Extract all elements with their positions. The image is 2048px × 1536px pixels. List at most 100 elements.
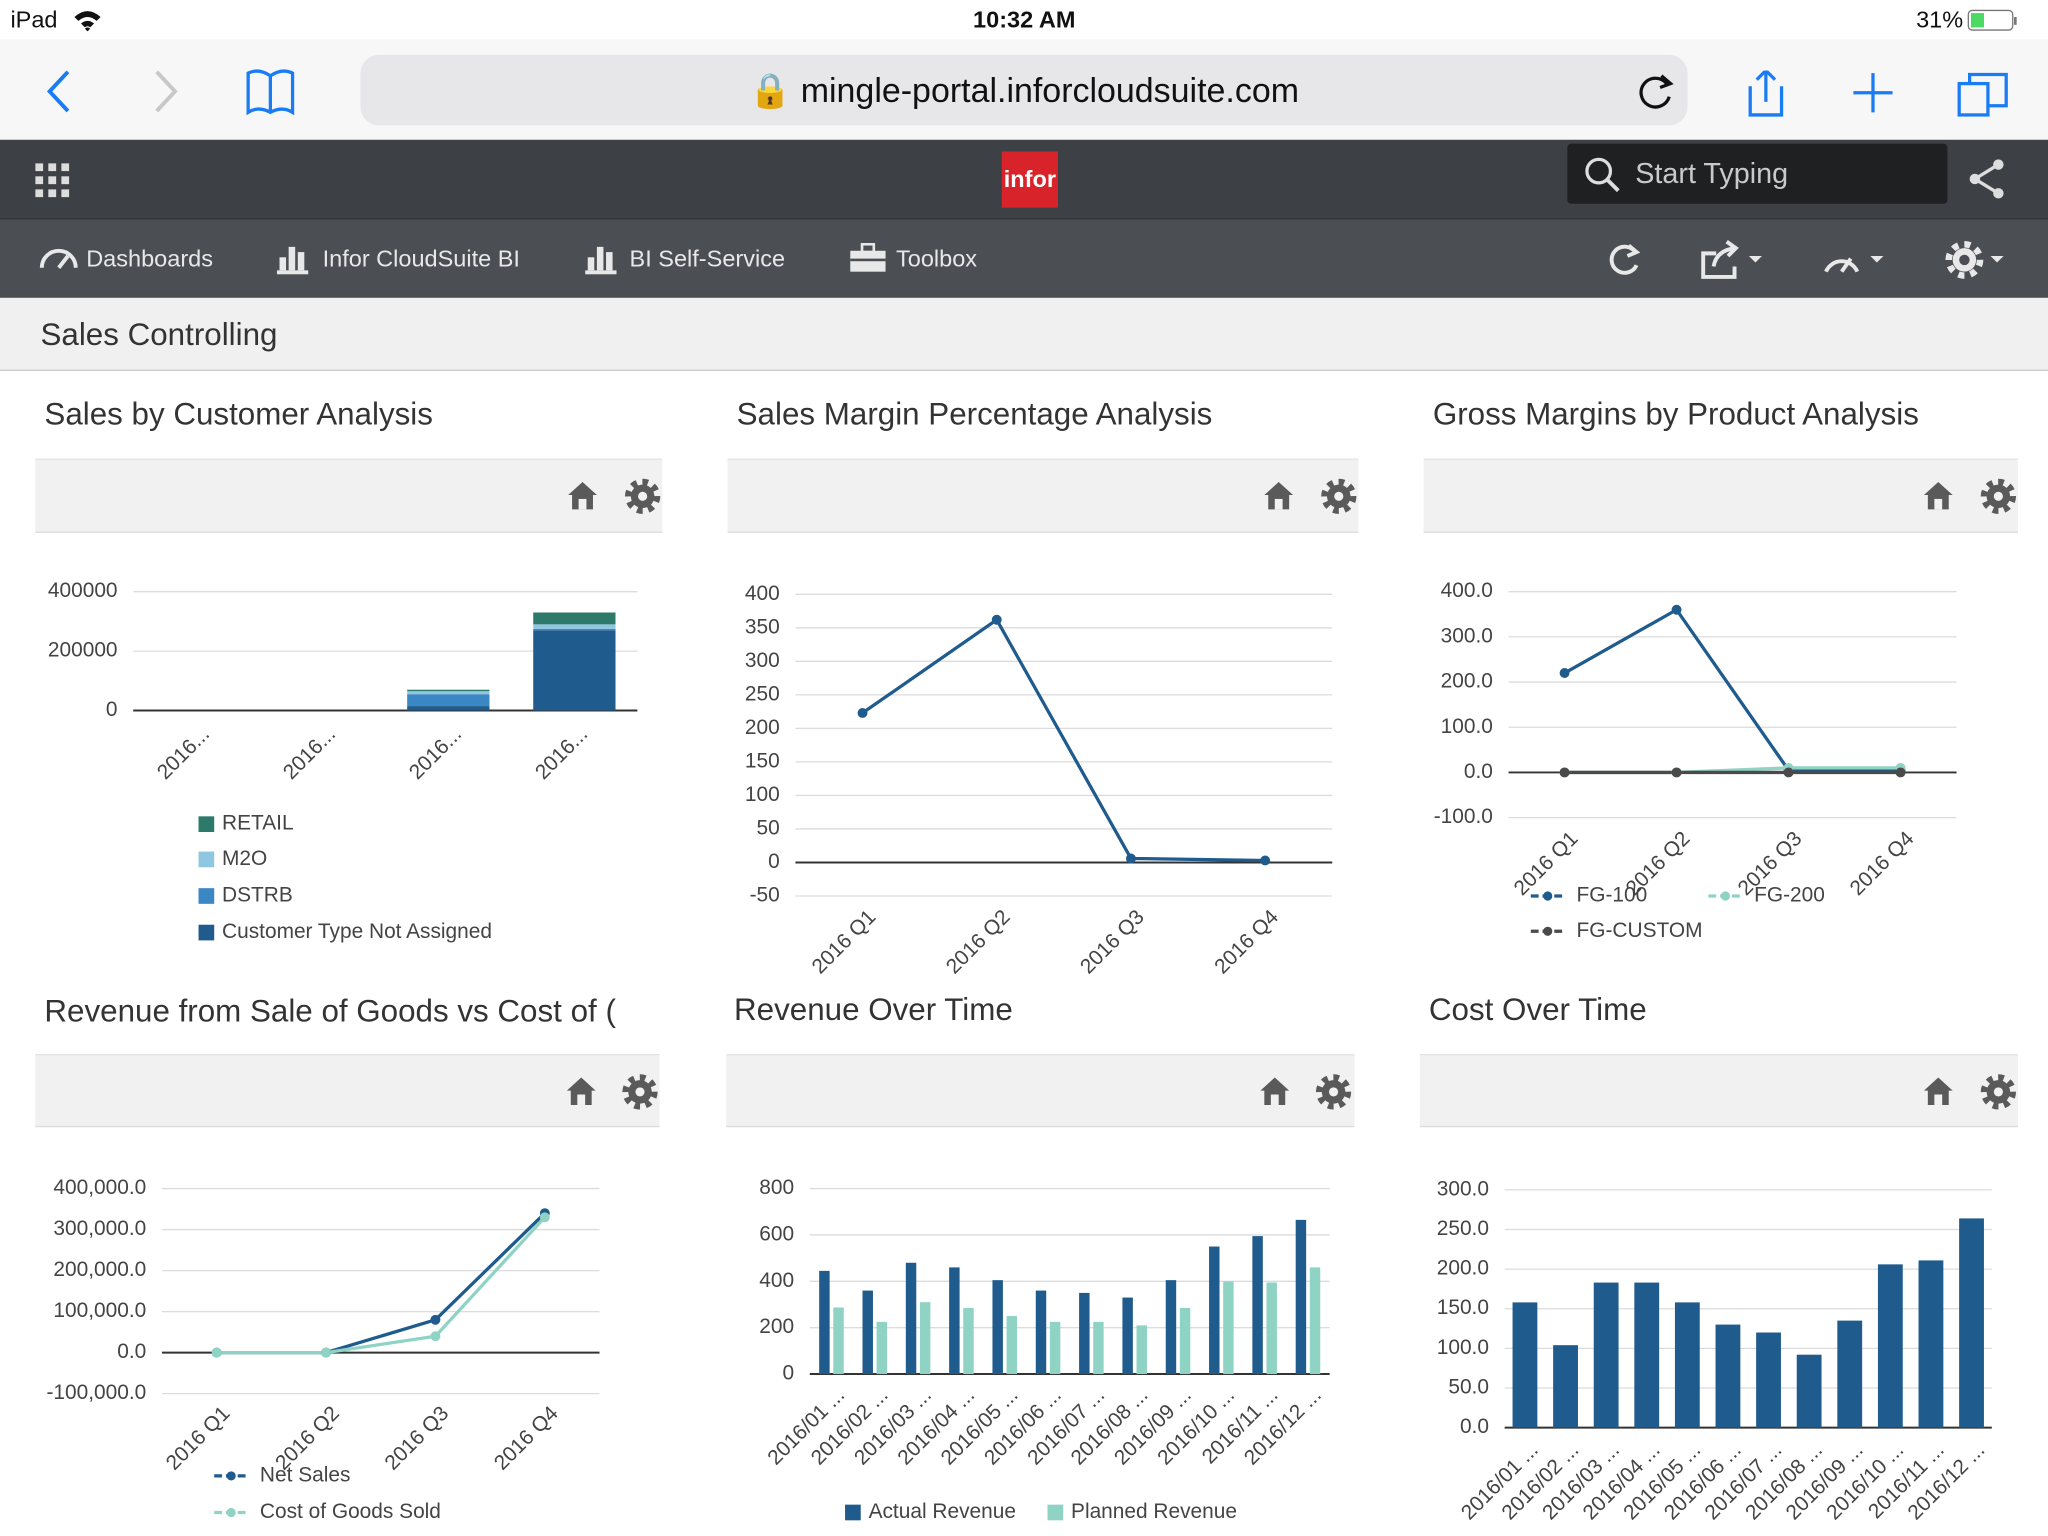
widget-toolbar	[726, 1054, 1355, 1128]
nav-item[interactable]: Toolbox	[895, 245, 978, 272]
nav-item[interactable]: Dashboards	[86, 245, 213, 272]
x-tick-label: 2016 Q3	[380, 1402, 453, 1475]
y-tick-label: 200	[759, 1315, 794, 1338]
legend-swatch	[226, 1471, 236, 1481]
series-line	[861, 617, 1266, 863]
y-tick-label: -100,000.0	[46, 1381, 146, 1404]
bar	[1512, 1302, 1538, 1428]
series-line	[216, 1212, 546, 1355]
search-placeholder: Start Typing	[1635, 156, 1789, 190]
bar	[1223, 1281, 1234, 1375]
legend-swatch	[198, 851, 215, 868]
y-tick-label: 0	[782, 1362, 794, 1385]
bar	[1877, 1264, 1903, 1428]
y-tick-label: 800	[759, 1176, 794, 1199]
y-tick-label: 200.0	[1441, 670, 1493, 693]
y-tick-label: 250	[745, 682, 780, 705]
widget-toolbar	[1423, 458, 2018, 533]
bar	[1079, 1292, 1090, 1375]
search-box[interactable]: Start Typing	[1567, 143, 1948, 204]
y-tick-label: 0.0	[1460, 1415, 1489, 1438]
y-tick-label: 250.0	[1437, 1217, 1489, 1240]
bar	[876, 1321, 888, 1375]
bar	[1715, 1324, 1741, 1428]
legend-swatch	[1720, 891, 1730, 901]
data-point	[991, 614, 1002, 625]
data-point	[539, 1212, 550, 1223]
share-icon[interactable]	[1967, 158, 2009, 200]
legend-swatch	[1047, 1504, 1064, 1521]
legend-label: Actual Revenue	[869, 1500, 1016, 1523]
legend-swatch	[198, 816, 215, 832]
widget-title: Gross Margins by Product Analysis	[1432, 397, 1919, 433]
data-point	[1125, 853, 1136, 864]
x-tick-label: 2016 Q2	[942, 905, 1015, 978]
bar	[1309, 1267, 1321, 1375]
status-bar: iPad 10:32 AM 31%	[0, 0, 2048, 39]
logo[interactable]: infor	[1001, 151, 1058, 208]
bar-segment	[407, 691, 490, 695]
nav-bar: Dashboards Infor CloudSuite BI BI Self-S…	[0, 218, 2048, 300]
bar	[1837, 1320, 1863, 1428]
browser-nav-buttons[interactable]	[39, 65, 326, 117]
widget-title: Revenue Over Time	[734, 992, 1013, 1028]
x-tick-label: 2016...	[405, 723, 466, 784]
y-tick-label: 100	[745, 783, 780, 806]
y-tick-label: 200000	[48, 639, 118, 662]
bar	[1136, 1325, 1147, 1375]
bar	[905, 1262, 917, 1375]
data-point	[1559, 668, 1570, 678]
legend-label: Cost of Goods Sold	[260, 1500, 441, 1523]
data-point	[1671, 604, 1682, 615]
legend-label: M2O	[222, 847, 267, 870]
legend-swatch	[198, 888, 215, 904]
page-header: Sales Controlling	[0, 297, 2048, 371]
x-tick-label: 2016 Q4	[1210, 905, 1283, 978]
y-tick-label: 300,000.0	[53, 1217, 146, 1240]
nav-item[interactable]: Infor CloudSuite BI	[322, 245, 520, 272]
y-tick-label: 400.0	[1441, 579, 1493, 602]
legend-swatch	[198, 924, 215, 941]
data-point	[1671, 767, 1682, 778]
nav-actions[interactable]	[1604, 238, 2022, 282]
nav-item[interactable]: BI Self-Service	[629, 245, 786, 272]
bar	[1252, 1236, 1263, 1375]
y-tick-label: 200	[745, 716, 780, 739]
bar	[1756, 1332, 1781, 1428]
bar	[1006, 1316, 1018, 1375]
data-point	[430, 1314, 441, 1325]
legend-label: DSTRB	[222, 884, 293, 907]
widget-title: Cost Over Time	[1428, 992, 1647, 1028]
legend-label: Planned Revenue	[1071, 1500, 1237, 1523]
app-menu-icon[interactable]	[35, 163, 70, 198]
y-tick-label: 50	[757, 816, 780, 839]
bar	[1295, 1219, 1307, 1375]
legend-swatch	[1543, 926, 1553, 936]
bar	[1122, 1297, 1133, 1375]
bar	[862, 1290, 873, 1375]
bi-icon	[585, 246, 617, 275]
bar-segment	[407, 694, 490, 707]
widget-toolbar	[727, 458, 1359, 533]
lock-icon: 🔒	[748, 70, 801, 110]
y-tick-label: 100.0	[1441, 715, 1493, 738]
address-bar[interactable]: 🔒 mingle-portal.inforcloudsuite.com	[360, 54, 1688, 126]
browser-actions[interactable]	[1635, 70, 2027, 118]
data-point	[1895, 767, 1906, 778]
widget-title: Sales by Customer Analysis	[44, 397, 433, 433]
browser-toolbar: 🔒 mingle-portal.inforcloudsuite.com	[0, 39, 2048, 140]
legend-label: FG-100	[1576, 884, 1647, 907]
search-icon	[1585, 157, 1620, 193]
data-point	[321, 1347, 332, 1358]
bi-icon	[276, 246, 309, 275]
bar-segment	[407, 706, 490, 711]
widget-toolbar	[35, 1054, 660, 1128]
x-tick-label: 2016 Q3	[1076, 905, 1149, 978]
x-tick-label: 2016 Q4	[490, 1402, 563, 1475]
y-tick-label: 400,000.0	[53, 1176, 146, 1199]
bar	[1165, 1280, 1177, 1375]
y-tick-label: 300.0	[1441, 624, 1493, 647]
legend-swatch	[845, 1504, 861, 1521]
device-name: iPad	[10, 6, 58, 33]
